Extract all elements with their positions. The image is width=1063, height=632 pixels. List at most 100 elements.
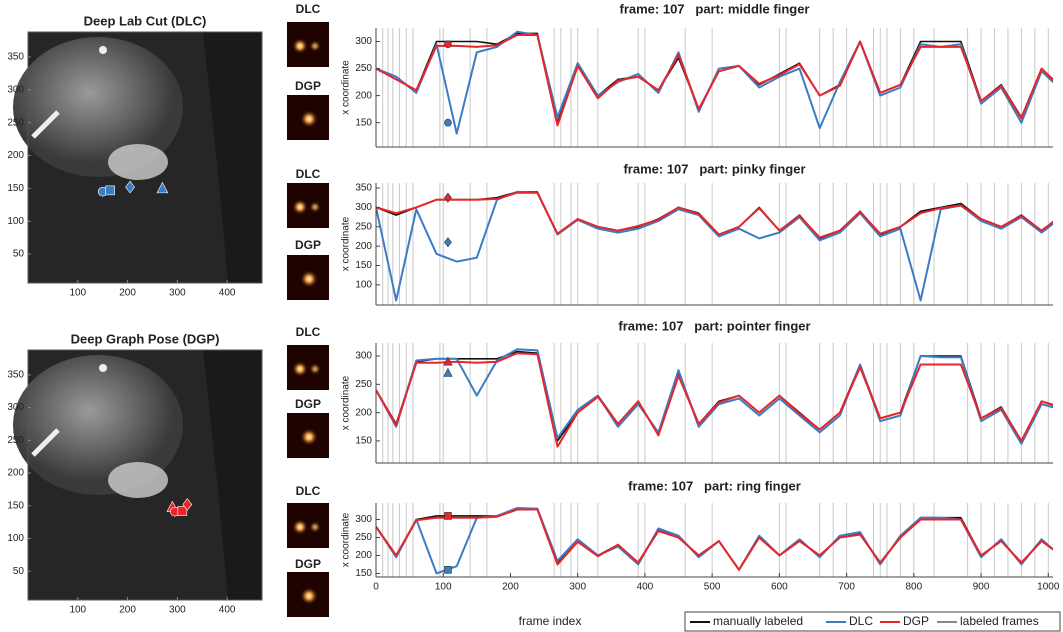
y-tick-label: 300 xyxy=(355,514,372,525)
x-tick-label: 900 xyxy=(973,582,990,593)
photo-mouse xyxy=(13,37,183,177)
current-marker xyxy=(444,512,452,520)
legend-label: manually labeled xyxy=(713,614,803,628)
x-tick-label: 200 xyxy=(119,288,136,299)
x-tick-label: 700 xyxy=(838,582,855,593)
current-marker xyxy=(444,566,452,574)
photo-bar xyxy=(31,110,60,139)
y-tick-label: 50 xyxy=(13,249,25,260)
y-tick-label: 200 xyxy=(7,468,24,479)
x-tick-label: 100 xyxy=(69,605,86,616)
thumbnail-blob xyxy=(309,201,321,213)
thumbnail-blob xyxy=(309,521,321,533)
current-marker xyxy=(443,356,453,366)
y-tick-label: 350 xyxy=(7,370,24,381)
keypoint xyxy=(156,181,169,194)
photo-paw xyxy=(108,144,168,180)
thumbnail-label: DGP xyxy=(295,238,321,252)
y-tick-label: 50 xyxy=(13,566,25,577)
thumbnail-blob xyxy=(300,110,318,128)
legend-label: labeled frames xyxy=(960,614,1039,628)
y-tick-label: 250 xyxy=(355,221,372,232)
y-tick-label: 200 xyxy=(355,407,372,418)
thumbnail-blob xyxy=(292,199,308,215)
panel-title: frame: 107 part: middle finger xyxy=(620,1,810,16)
current-marker xyxy=(444,237,452,248)
thumbnail-blob xyxy=(300,270,318,288)
photo-wall xyxy=(203,350,262,600)
keypoint xyxy=(105,185,115,196)
x-tick-label: 200 xyxy=(119,605,136,616)
series-line xyxy=(376,352,1053,448)
y-tick-label: 250 xyxy=(355,63,372,74)
photo-paw xyxy=(108,462,168,498)
thumbnail-label: DLC xyxy=(296,484,321,498)
panel-title: frame: 107 part: pinky finger xyxy=(623,161,805,176)
y-tick-label: 150 xyxy=(355,260,372,271)
y-axis-label: x coordinate xyxy=(341,216,352,271)
x-tick-label: 200 xyxy=(502,582,519,593)
y-tick-label: 150 xyxy=(7,183,24,194)
axes-frame xyxy=(27,31,263,284)
y-tick-label: 100 xyxy=(355,280,372,291)
plot-area xyxy=(376,343,1053,463)
x-tick-label: 300 xyxy=(169,288,186,299)
series-line xyxy=(376,191,1053,239)
y-tick-label: 250 xyxy=(7,435,24,446)
series-line xyxy=(376,350,1053,442)
series-line xyxy=(376,508,1053,571)
x-tick-label: 100 xyxy=(69,288,86,299)
y-tick-label: 150 xyxy=(355,117,372,128)
y-tick-label: 100 xyxy=(7,216,24,227)
thumbnail-blob xyxy=(292,361,308,377)
keypoint xyxy=(125,180,135,194)
y-tick-label: 350 xyxy=(355,183,372,194)
x-tick-label: 400 xyxy=(219,605,236,616)
photo-wall xyxy=(203,32,262,283)
thumbnail-blob xyxy=(300,587,318,605)
axes-frame xyxy=(27,349,263,601)
thumbnail-blob xyxy=(309,363,321,375)
x-tick-label: 0 xyxy=(373,582,379,593)
y-tick-label: 100 xyxy=(7,533,24,544)
y-tick-label: 150 xyxy=(355,568,372,579)
legend-box xyxy=(684,611,1061,632)
photo-eye xyxy=(99,364,107,372)
thumbnail-label: DGP xyxy=(295,397,321,411)
current-marker xyxy=(444,192,452,203)
plot-area xyxy=(376,183,1053,305)
thumbnail-label: DGP xyxy=(295,557,321,571)
y-axis-label: x coordinate xyxy=(341,512,352,567)
legend-label: DGP xyxy=(903,614,929,628)
photo-eye xyxy=(99,46,107,54)
keypoint xyxy=(182,498,193,511)
y-tick-label: 200 xyxy=(355,550,372,561)
current-marker xyxy=(444,118,452,127)
thumbnail-label: DLC xyxy=(296,167,321,181)
y-axis-label: x coordinate xyxy=(341,60,352,115)
y-tick-label: 250 xyxy=(355,379,372,390)
thumbnail-blob xyxy=(292,38,308,54)
series-line xyxy=(376,34,1053,127)
thumbnail-label: DLC xyxy=(296,2,321,16)
series-line xyxy=(376,348,1053,445)
x-tick-label: 400 xyxy=(637,582,654,593)
thumbnail-label: DLC xyxy=(296,325,321,339)
y-axis-label: x coordinate xyxy=(341,375,352,430)
thumbnail-blob xyxy=(300,428,318,446)
x-tick-label: 600 xyxy=(771,582,788,593)
panel-title: frame: 107 part: ring finger xyxy=(628,478,801,493)
y-tick-label: 250 xyxy=(7,117,24,128)
plot-area xyxy=(376,28,1053,147)
x-axis-label: frame index xyxy=(519,614,582,628)
y-tick-label: 200 xyxy=(7,150,24,161)
plot-area xyxy=(376,503,1053,577)
panel-title: frame: 107 part: pointer finger xyxy=(618,318,810,333)
y-tick-label: 300 xyxy=(7,84,24,95)
x-tick-label: 500 xyxy=(704,582,721,593)
current-marker xyxy=(444,40,452,49)
y-tick-label: 300 xyxy=(355,351,372,362)
x-tick-label: 300 xyxy=(569,582,586,593)
x-tick-label: 1000 xyxy=(1037,582,1060,593)
x-tick-label: 300 xyxy=(169,605,186,616)
